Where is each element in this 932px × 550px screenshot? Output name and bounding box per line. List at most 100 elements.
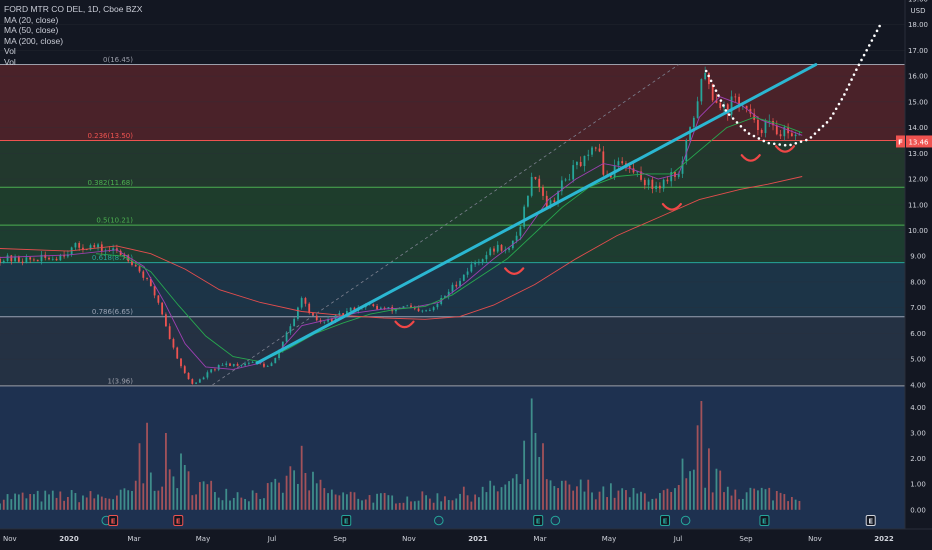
- moving-average-line: [0, 176, 803, 320]
- candle-body: [658, 185, 661, 189]
- volume-bar: [123, 488, 126, 510]
- legend-ma20[interactable]: MA (20, close): [4, 14, 59, 25]
- candle-body: [783, 127, 786, 137]
- candle-body: [146, 277, 148, 279]
- candle-body: [557, 191, 559, 203]
- candle-body: [349, 307, 352, 312]
- volume-bar: [97, 494, 99, 510]
- legend-ma50[interactable]: MA (50, close): [4, 25, 59, 36]
- volume-bar: [187, 471, 190, 510]
- volume-bar: [787, 501, 790, 510]
- volume-bar: [621, 488, 624, 510]
- candle-body: [93, 245, 96, 248]
- volume-bar: [70, 490, 73, 510]
- volume-bar: [428, 498, 431, 510]
- candle-body: [112, 248, 115, 251]
- candle-body: [123, 254, 126, 256]
- candle-body: [474, 262, 477, 265]
- candle-body: [165, 314, 167, 327]
- time-tick-label: Nov: [808, 535, 822, 543]
- candle-body: [692, 117, 695, 128]
- volume-bar: [704, 487, 707, 510]
- candle-body: [587, 154, 590, 156]
- volume-bar: [214, 492, 216, 510]
- price-tick-label: 6.00: [910, 330, 926, 338]
- volume-bar: [594, 499, 597, 510]
- candle-body: [55, 258, 58, 261]
- candle-body: [432, 307, 435, 311]
- candle-body: [66, 254, 69, 257]
- legend-ma200[interactable]: MA (200, close): [4, 35, 64, 46]
- volume-bar: [545, 479, 548, 510]
- volume-bar: [44, 490, 47, 510]
- legend-symbol[interactable]: FORD MTR CO DEL, 1D, Cboe BZX: [4, 4, 143, 14]
- volume-bar: [266, 483, 269, 510]
- volume-bar: [481, 486, 484, 510]
- candle-body: [553, 200, 556, 203]
- candle-body: [549, 200, 552, 208]
- volume-bar: [247, 501, 250, 510]
- candle-body: [579, 161, 582, 167]
- candle-body: [508, 248, 510, 250]
- volume-bar: [568, 484, 571, 510]
- candle-body: [153, 286, 156, 296]
- volume-bar: [349, 491, 352, 510]
- volume-bar: [745, 492, 748, 510]
- candle-body: [330, 319, 333, 322]
- price-tick-label: 8.00: [910, 278, 926, 286]
- time-tick-label: Mar: [127, 535, 140, 543]
- candle-body: [538, 178, 541, 188]
- dividend-marker: [550, 515, 561, 526]
- candle-body: [406, 305, 409, 307]
- candle-body: [534, 176, 537, 179]
- volume-bar: [790, 497, 793, 510]
- candle-body: [749, 108, 752, 114]
- volume-bar: [308, 490, 311, 510]
- volume-bar: [772, 500, 774, 510]
- earnings-marker: E: [341, 515, 352, 526]
- volume-bar: [651, 498, 654, 510]
- candle-body: [391, 307, 394, 312]
- candle-body: [2, 260, 5, 263]
- volume-bar: [6, 494, 9, 510]
- candle-body: [387, 307, 390, 309]
- candle-body: [459, 280, 461, 287]
- volume-bar: [477, 497, 480, 510]
- candle-body: [598, 148, 601, 152]
- candle-body: [14, 256, 16, 262]
- candle-body: [40, 254, 43, 262]
- price-tick-label: 15.00: [908, 98, 928, 106]
- fib-level-label: 0(16.45): [103, 56, 133, 64]
- volume-bar: [346, 494, 348, 510]
- candle-body: [187, 372, 190, 380]
- fib-level-label: 0.786(6.65): [92, 308, 133, 316]
- legend-volume-2[interactable]: Vol: [4, 56, 16, 67]
- fib-zone: [0, 187, 905, 226]
- volume-bar: [21, 492, 24, 510]
- volume-bar: [655, 498, 658, 510]
- volume-bar: [591, 492, 593, 510]
- candle-body: [285, 332, 288, 342]
- candle-body: [760, 130, 763, 134]
- earnings-marker: E: [533, 515, 544, 526]
- candle-body: [51, 258, 54, 260]
- legend: FORD MTR CO DEL, 1D, Cboe BZX MA (20, cl…: [4, 4, 142, 68]
- candle-body: [651, 179, 654, 189]
- volume-bar: [730, 495, 733, 510]
- price-tick-label: 13.00: [908, 150, 928, 158]
- volume-bar: [689, 471, 691, 510]
- candle-body: [176, 347, 179, 359]
- volume-bar: [753, 488, 756, 510]
- volume-bar: [485, 492, 488, 510]
- volume-bar: [391, 495, 394, 510]
- candle-body: [74, 243, 77, 248]
- time-tick-label: May: [602, 535, 616, 543]
- price-tick-label: 5.00: [910, 356, 926, 364]
- time-tick-label: Sep: [333, 535, 347, 543]
- legend-volume[interactable]: Vol: [4, 46, 16, 57]
- volume-bar: [455, 498, 458, 510]
- volume-bar: [146, 422, 148, 510]
- candle-body: [470, 264, 473, 272]
